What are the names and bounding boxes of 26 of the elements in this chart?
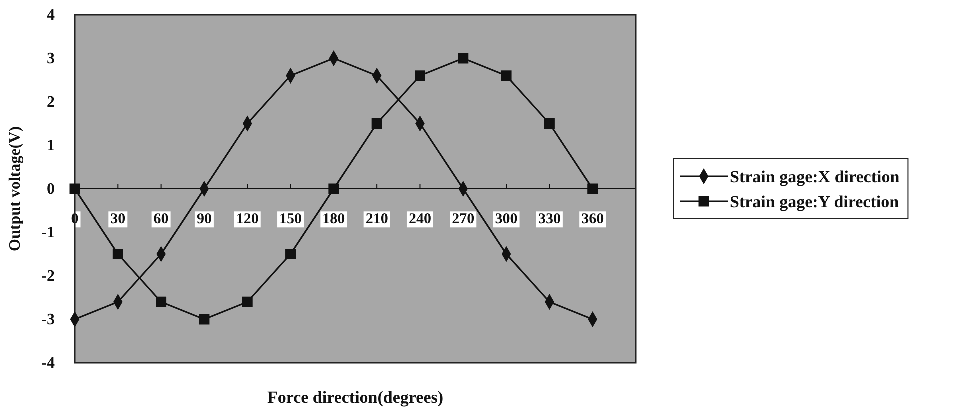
point [286,249,296,260]
y-tick-label: -1 [42,224,55,242]
point [328,184,340,194]
y-tick-label: 3 [47,50,55,68]
point [372,118,382,129]
y-axis-title: Output voltage(V) [7,126,24,252]
point [544,118,555,129]
y-tick-label: -2 [42,268,55,286]
legend-label: Strain gage:Y direction [730,192,900,212]
point [501,70,512,82]
y-tick-label: 4 [47,7,55,24]
point [156,296,167,308]
point [70,184,80,194]
y-tick-label: 0 [47,181,55,198]
point [458,53,469,64]
y-tick-label: 1 [47,138,55,155]
point [414,70,426,82]
y-tick-label: -4 [42,355,55,372]
point [199,314,210,325]
legend-label: Strain gage:X direction [730,167,900,186]
point [588,184,598,194]
y-tick-label: -3 [42,312,55,329]
y-tick-label: 2 [47,94,55,112]
point [112,249,124,260]
point [242,296,253,308]
x-axis-title: Force direction(degrees) [267,388,444,407]
